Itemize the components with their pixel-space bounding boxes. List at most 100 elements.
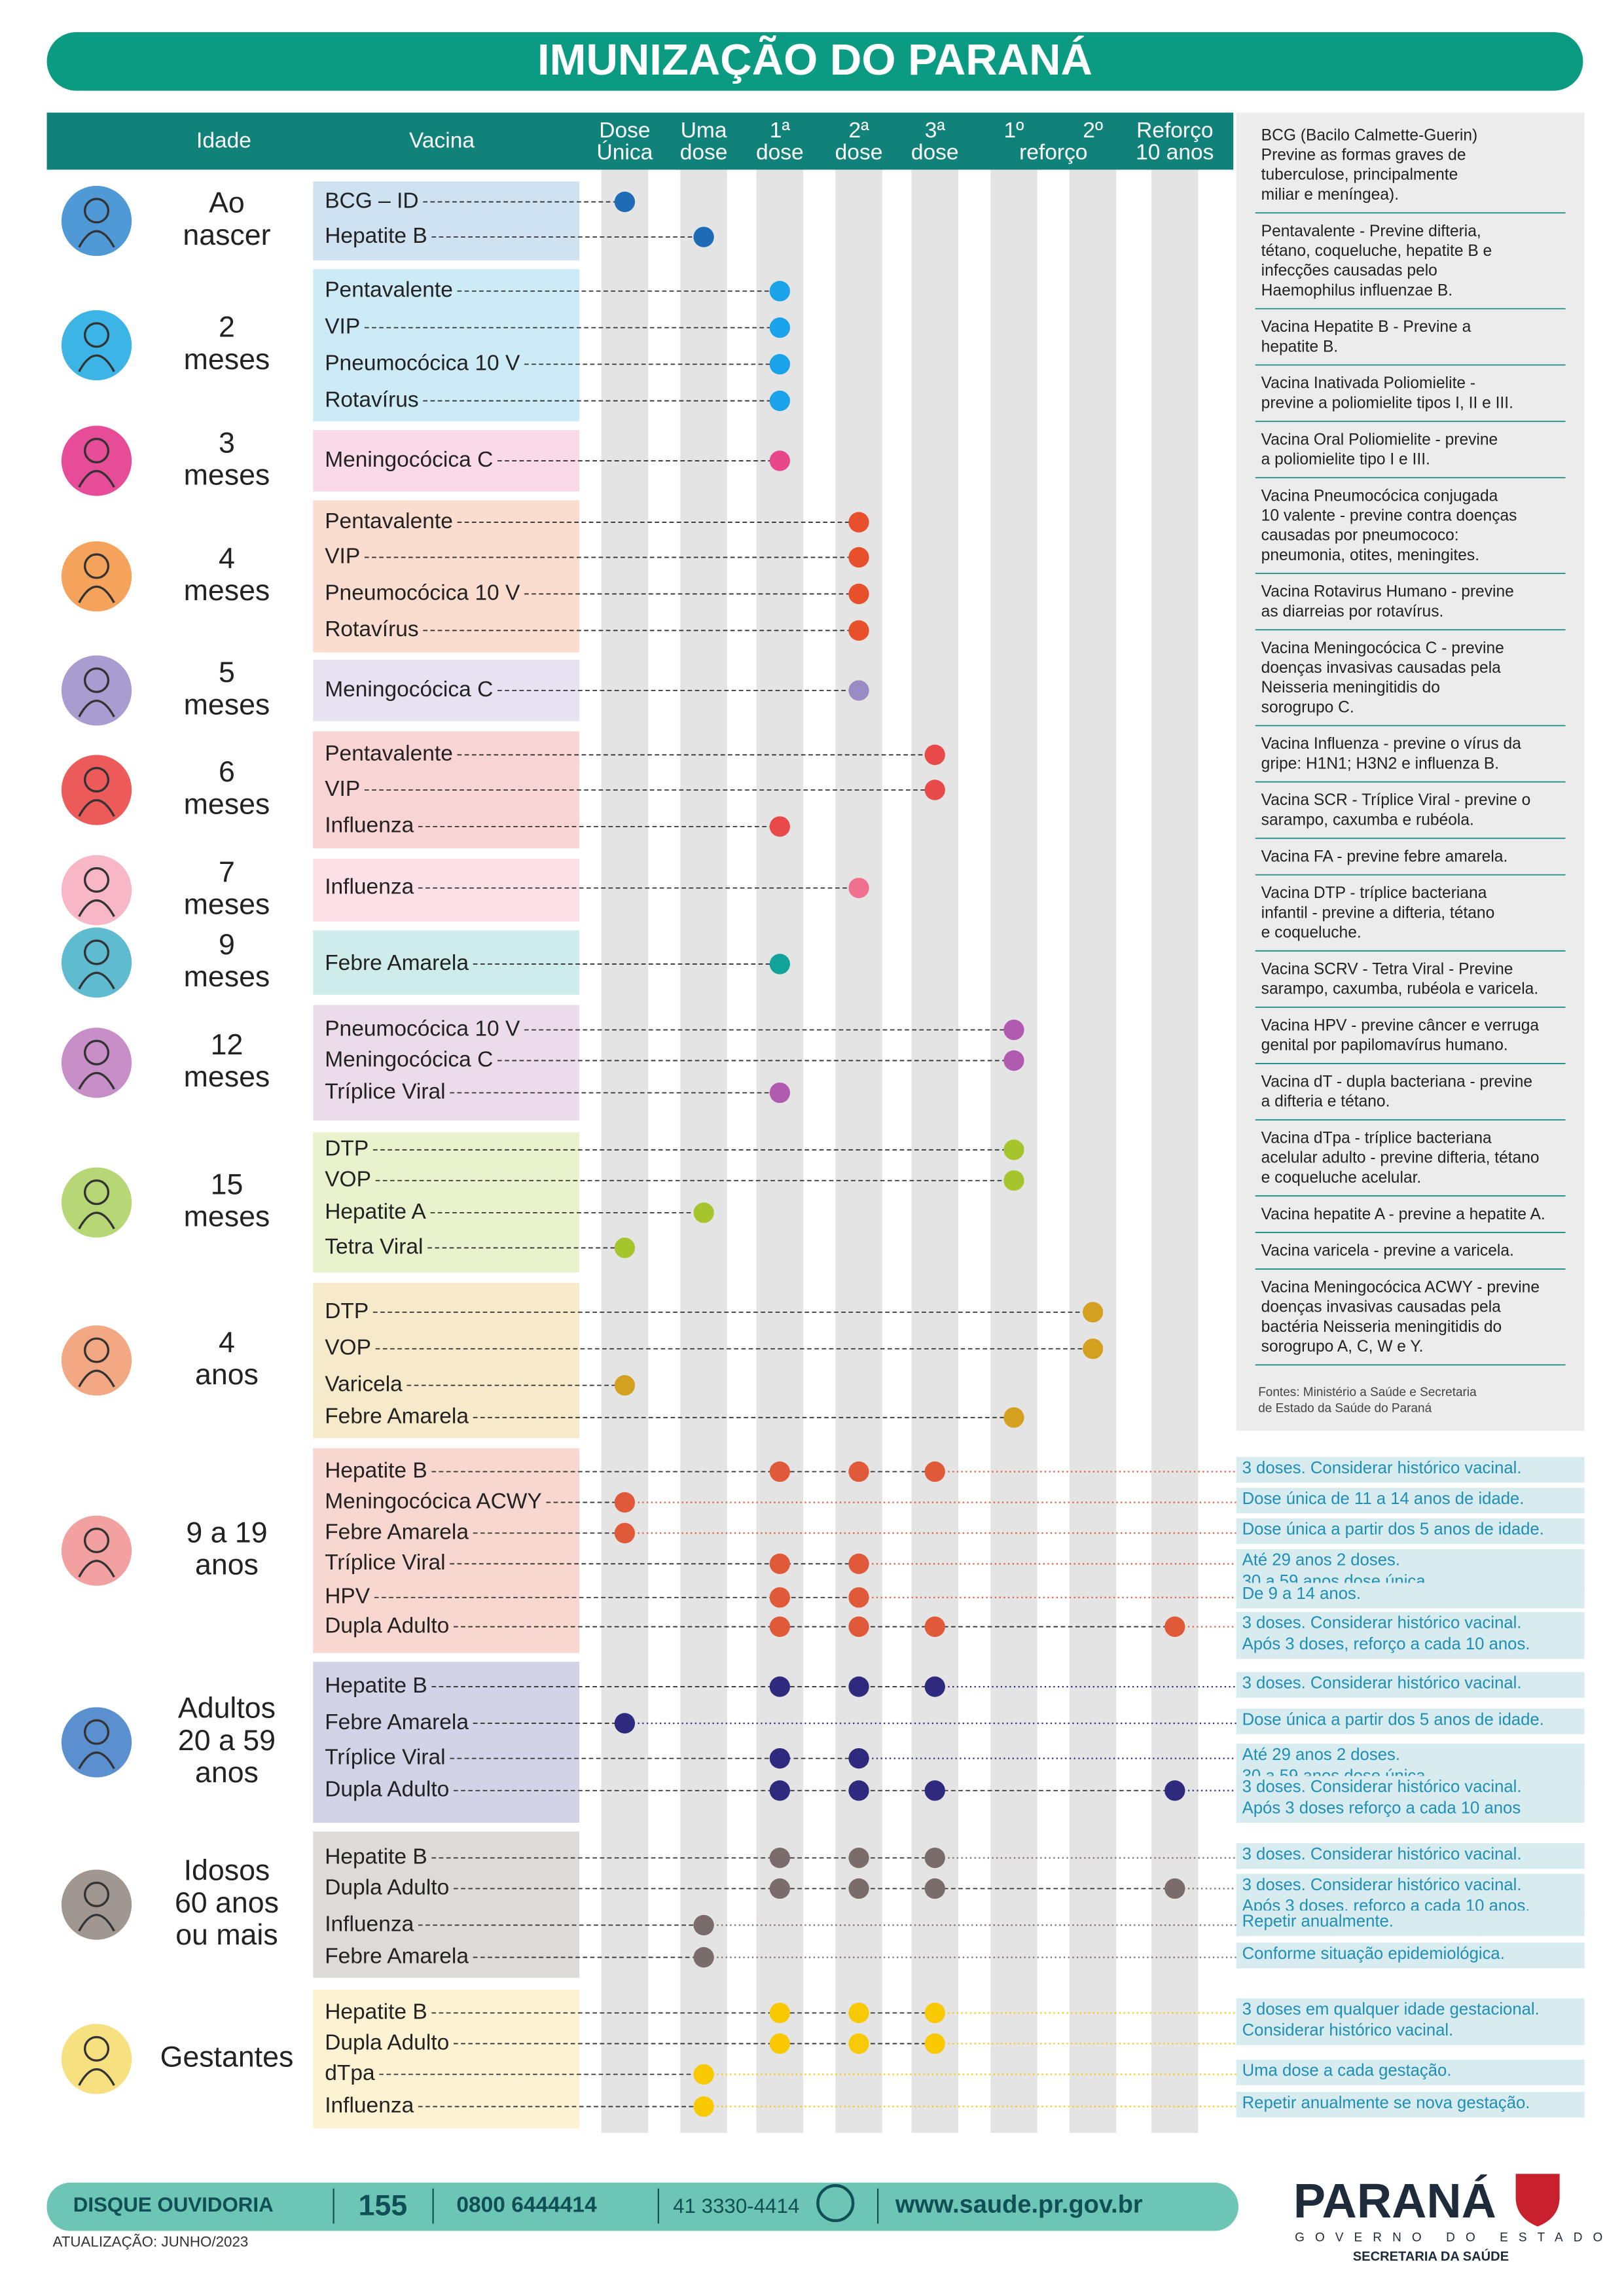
age-label: meses [184, 459, 270, 491]
age-icon-head [83, 667, 110, 693]
vaccine-name: Hepatite B [325, 224, 427, 248]
vaccine-name: Meningocócica C [325, 677, 493, 702]
vaccine-name: Pneumocócica 10 V [325, 581, 520, 605]
dose-dot [924, 1461, 945, 1482]
dose-dot [848, 1847, 869, 1869]
header-dose: 10 anos [1136, 141, 1214, 165]
footer-bar [46, 2182, 1239, 2231]
dose-dot [614, 1375, 636, 1396]
age-label: Gestantes [160, 2041, 294, 2073]
description-text: Vacina FA - previne febre amarela. [1261, 848, 1508, 865]
column-strip [1151, 170, 1199, 2133]
description-text: infantil - previne a difteria, tétano [1261, 904, 1495, 922]
age-label: 15 [211, 1168, 244, 1200]
description-text: genital por papilomavírus humano. [1261, 1037, 1508, 1054]
description-text: Previne as formas graves de [1261, 147, 1466, 164]
vaccine-name: Pneumocócica 10 V [325, 1016, 520, 1041]
age-icon-body [78, 971, 115, 990]
note-text: Até 29 anos 2 doses. [1242, 1746, 1400, 1764]
description-text: Vacina Rotavirus Humano - previne [1261, 583, 1514, 601]
description-text: Haemophilus influenzae B. [1261, 281, 1453, 299]
vaccine-name: Dupla Adulto [325, 2030, 449, 2054]
note-text: Dose única de 11 a 14 anos de idade. [1242, 1490, 1525, 1508]
vaccine-name: Febre Amarela [325, 951, 469, 975]
note-text: Conforme situação epidemiológica. [1242, 1945, 1505, 1963]
header-reforco: reforço [1019, 141, 1087, 165]
group-box [313, 500, 580, 653]
description-text: sorogrupo A, C, W e Y. [1261, 1338, 1424, 1355]
dose-dot [848, 1616, 869, 1638]
vaccine-name: VIP [325, 777, 360, 801]
description-text: Vacina Oral Poliomielite - previne [1261, 431, 1498, 448]
dose-dot [693, 1946, 714, 1968]
vaccine-name: Tríplice Viral [325, 1551, 445, 1575]
age-label: ou mais [175, 1919, 278, 1951]
description-text: Vacina SCR - Tríplice Viral - previne o [1261, 791, 1531, 809]
age-label: meses [184, 1201, 270, 1233]
header-dose: 1ª [770, 118, 791, 143]
age-icon-head [83, 766, 110, 793]
vaccine-name: Dupla Adulto [325, 1613, 449, 1638]
header-dose: 2ª [849, 118, 870, 143]
dose-dot [769, 2002, 790, 2024]
description-panel [1236, 113, 1585, 1431]
header-age: Idade [196, 129, 251, 153]
dose-dot [924, 1878, 945, 1899]
header-dose: Única [597, 140, 653, 165]
vaccine-name: Hepatite B [325, 1844, 427, 1869]
vaccine-name: Varicela [325, 1372, 403, 1397]
vaccine-name: Dupla Adulto [325, 1875, 449, 1899]
group-box [313, 1132, 580, 1273]
description-text: Vacina dTpa - tríplice bacteriana [1261, 1130, 1492, 1147]
age-icon-body [78, 1369, 115, 1388]
age-icon [61, 1167, 132, 1238]
age-icon [61, 2024, 132, 2094]
vaccine-name: Hepatite B [325, 2000, 427, 2024]
vaccine-name: dTpa [325, 2061, 375, 2085]
age-icon-head [83, 322, 110, 348]
vaccine-name: HPV [325, 1585, 370, 1609]
age-icon-head [83, 1179, 110, 1206]
footer-ouvidoria: DISQUE OUVIDORIA [73, 2193, 274, 2216]
dose-dot [693, 2096, 714, 2117]
dose-dot [769, 2033, 790, 2054]
age-icon [61, 1707, 132, 1778]
description-text: infecções causadas pelo [1261, 262, 1437, 279]
dose-dot [614, 1492, 636, 1513]
dose-dot [614, 191, 636, 213]
age-icon-body [78, 699, 115, 718]
description-text: a poliomielite tipo I e III. [1261, 450, 1430, 468]
header-dose: Reforço [1136, 118, 1213, 143]
age-icon [61, 425, 132, 496]
age-icon-body [78, 470, 115, 488]
description-text: BCG (Bacilo Calmette-Guerin) [1261, 126, 1478, 144]
column-strip [911, 170, 959, 2133]
note-text: 3 doses. Considerar histórico vacinal. [1242, 1778, 1522, 1796]
group-box [313, 181, 580, 260]
footer-phone3: 41 3330-4414 [673, 2195, 799, 2217]
header-dose: dose [680, 141, 728, 165]
column-strip [1069, 170, 1117, 2133]
note-text: 3 doses. Considerar histórico vacinal. [1242, 1674, 1522, 1692]
description-text: hepatite B. [1261, 338, 1339, 355]
note-text: Após 3 doses, reforço a cada 10 anos. [1242, 1635, 1530, 1653]
age-label: 5 [219, 656, 235, 689]
age-icon-head [83, 1039, 110, 1066]
description-text: doenças invasivas causadas pela [1261, 1299, 1502, 1316]
dose-dot [769, 1082, 790, 1103]
description-text: Vacina Influenza - previne o vírus da [1261, 735, 1521, 753]
dose-dot [1003, 1050, 1024, 1071]
logo-gov: GOVERNO DO ESTADO [1295, 2231, 1613, 2245]
header-dose: 3ª [925, 118, 946, 143]
note-text: Considerar histórico vacinal. [1242, 2021, 1454, 2039]
description-text: Pentavalente - Previne difteria, [1261, 223, 1481, 240]
description-text: miliar e meníngea). [1261, 186, 1399, 204]
group-box [313, 930, 580, 995]
age-label: 7 [219, 856, 235, 888]
header-dose: dose [756, 141, 804, 165]
description-text: as diarreias por rotavírus. [1261, 603, 1444, 620]
note-box [1236, 1612, 1585, 1659]
age-icon-body [78, 1914, 115, 1932]
dose-dot [848, 620, 869, 641]
note-box [1236, 1843, 1585, 1869]
